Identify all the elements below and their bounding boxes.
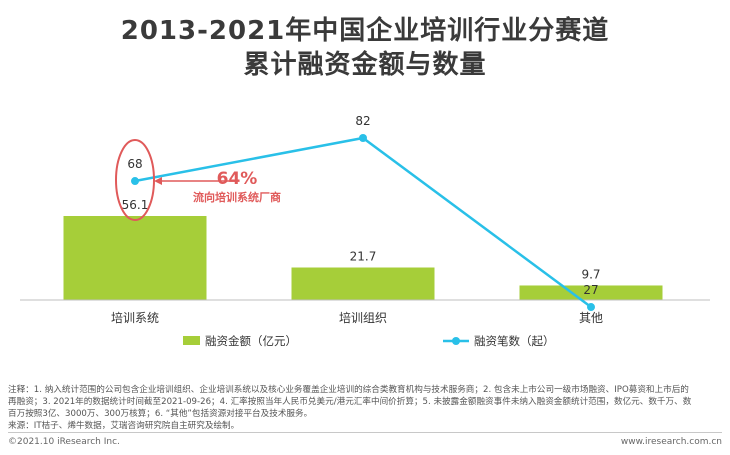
- line-point-1: [359, 134, 367, 142]
- annotation-value: 64%: [217, 169, 258, 189]
- note-line-2: 再融资；3. 2021年的数据统计时间截至2021-09-26；4. 汇率按照当…: [8, 397, 692, 407]
- line-label-0: 68: [127, 157, 142, 171]
- note-line-1: 注释：1. 纳入统计范围的公司包含企业培训组织、企业培训系统以及核心业务覆盖企业…: [8, 385, 689, 395]
- line-point-2: [587, 303, 595, 312]
- chart-svg: 56.1 21.7 9.7 培训系统 培训组织 其他 68 82 27 64%流向培训系统厂商融资…: [20, 114, 710, 348]
- copyright-text: ©2021.10 iResearch Inc.: [8, 437, 120, 447]
- category-label-2: 其他: [579, 311, 603, 325]
- legend-swatch-bar: [183, 336, 200, 345]
- legend-label-bar: 融资金额（亿元）: [205, 334, 297, 348]
- chart-notes: 注释：1. 纳入统计范围的公司包含企业培训组织、企业培训系统以及核心业务覆盖企业…: [8, 384, 724, 432]
- bar-label-0: 56.1: [122, 198, 149, 212]
- annotation-ellipse: [115, 139, 155, 221]
- note-line-3: 百万按照3亿、3000万、300万核算；6. “其他”包括资源对接平台及技术服务…: [8, 409, 313, 419]
- website-link[interactable]: www.iresearch.com.cn: [620, 437, 722, 447]
- bar-2: [519, 285, 663, 300]
- legend-label-line: 融资笔数（起）: [474, 334, 555, 348]
- chart-title-line2: 累计融资金额与数量: [243, 50, 487, 80]
- annotation-arrow-head: [154, 177, 162, 185]
- annotation-text: 流向培训系统厂商: [193, 190, 281, 204]
- chart-title-line1: 2013-2021年中国企业培训行业分赛道: [120, 16, 610, 46]
- legend-swatch-point: [452, 337, 460, 345]
- bar-0: [63, 216, 207, 300]
- category-label-1: 培训组织: [339, 310, 387, 325]
- line-label-2: 27: [583, 283, 598, 297]
- bar-1: [291, 267, 435, 300]
- footer-divider: [8, 432, 722, 433]
- line-point-0: [131, 177, 139, 186]
- category-label-0: 培训系统: [111, 310, 159, 325]
- bar-label-2: 9.7: [581, 267, 600, 281]
- line-label-1: 82: [355, 114, 370, 128]
- bar-label-1: 21.7: [350, 250, 377, 264]
- source-line: 来源：IT桔子、烯牛数据，艾瑞咨询研究院自主研究及绘制。: [8, 421, 240, 431]
